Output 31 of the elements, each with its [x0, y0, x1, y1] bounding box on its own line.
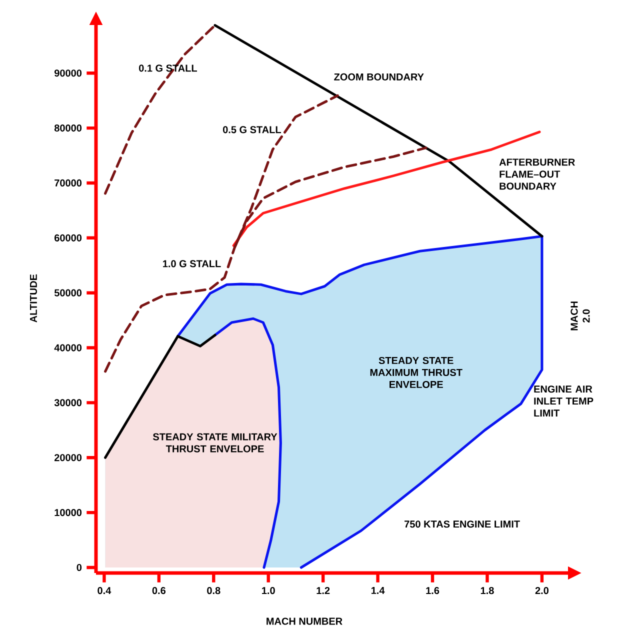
- x-tick-label: 0.4: [98, 587, 112, 594]
- annotation: ENGINE AIR INLET TEMP LIMIT: [534, 386, 594, 417]
- y-tick-label: 10000: [54, 509, 82, 516]
- x-tick-label: 1.4: [371, 587, 385, 594]
- y-tick-label: 90000: [54, 70, 82, 77]
- x-tick-label: 0.8: [207, 587, 220, 594]
- x-tick-label: 2.0: [535, 587, 548, 594]
- y-axis-title: ALTITUDE: [30, 274, 37, 322]
- y-tick-label: 80000: [54, 124, 82, 132]
- y-tick-label: 40000: [54, 344, 82, 352]
- x-axis-title: MACH NUMBER: [266, 618, 342, 625]
- y-tick-label: 60000: [54, 234, 82, 242]
- y-tick-label: 20000: [54, 454, 82, 462]
- annotation: MACH 2.0: [570, 302, 590, 330]
- y-tick-label: 30000: [54, 399, 82, 406]
- x-tick-label: 1.6: [426, 587, 440, 594]
- annotation: 750 KTAS ENGINE LIMIT: [404, 520, 520, 528]
- y-tick-label: 50000: [54, 289, 82, 296]
- annotation: STEADY STATE MILITARY THRUST ENVELOPE: [152, 433, 278, 452]
- x-tick-label: 1.2: [316, 587, 330, 594]
- x-tick-label: 1.8: [480, 587, 494, 594]
- x-tick-label: 0.6: [152, 587, 166, 594]
- annotation: 1.0 G STALL: [163, 260, 221, 268]
- annotation: STEADY STATE MAXIMUM THRUST ENVELOPE: [370, 356, 462, 388]
- annotation: ZOOM BOUNDARY: [334, 73, 424, 80]
- annotation: 0.1 G STALL: [138, 64, 197, 72]
- annotation: AFTERBURNER FLAME–OUT BOUNDARY: [499, 158, 575, 190]
- x-tick-label: 1.0: [262, 587, 275, 594]
- annotation: 0.5 G STALL: [222, 126, 281, 134]
- y-tick-label: 0: [76, 564, 82, 572]
- y-tick-label: 70000: [54, 179, 82, 187]
